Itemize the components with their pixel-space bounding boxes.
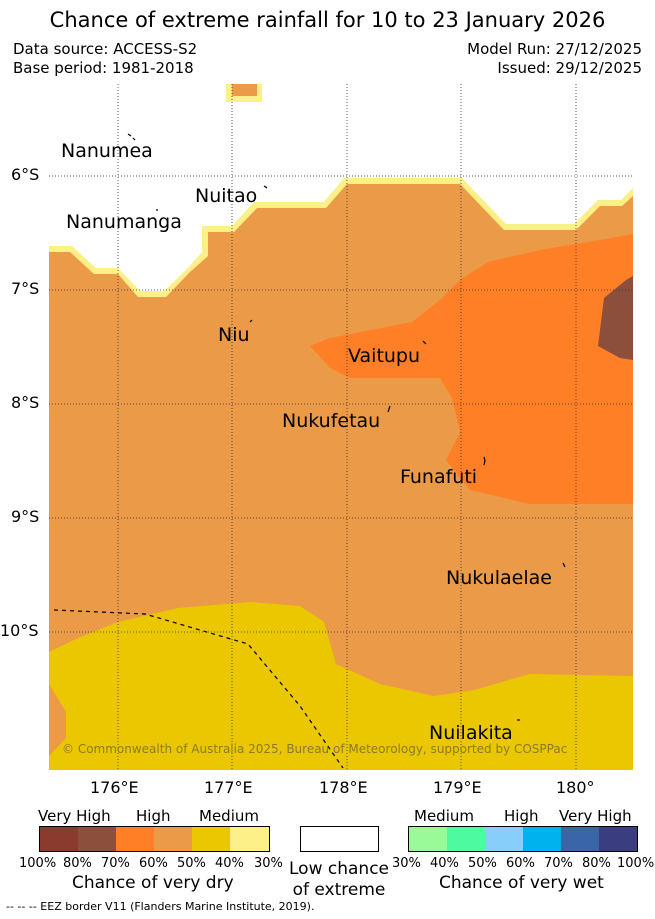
- lon-tick-label: 179°E: [433, 778, 482, 797]
- dry-level-label: High: [136, 807, 171, 825]
- dry-pct-label: 30%: [254, 856, 283, 871]
- dry-colorbar: [39, 826, 270, 852]
- top-orange-patch: [232, 84, 257, 96]
- nukufetau-island-mark: [387, 405, 391, 413]
- dry-pct-label: 50%: [177, 856, 206, 871]
- dry-swatch: [154, 827, 192, 851]
- wet-swatch: [561, 827, 599, 851]
- nuitao-island-mark: [263, 185, 268, 189]
- wet-colorbar: [408, 826, 638, 852]
- dry-pct-label: 40%: [215, 856, 244, 871]
- island-label: Nuilakita: [429, 722, 513, 744]
- dry-swatch: [40, 827, 78, 851]
- wet-legend-title: Chance of very wet: [439, 873, 604, 893]
- lon-tick-label: 180°: [556, 778, 595, 797]
- wet-level-label: High: [504, 807, 539, 825]
- wet-swatch: [485, 827, 523, 851]
- niu-island-mark: [249, 319, 253, 323]
- island-label: Nanumanga: [66, 211, 182, 233]
- low-chance-swatch: [300, 826, 379, 852]
- model-run-label: Model Run: 27/12/2025: [467, 40, 642, 58]
- dry-legend-title: Chance of very dry: [72, 873, 234, 893]
- low-chance-label-line2: of extreme: [292, 880, 386, 900]
- wet-pct-label: 60%: [506, 856, 535, 871]
- island-label: Nukulaelae: [446, 567, 552, 589]
- lon-tick-label: 176°E: [90, 778, 139, 797]
- wet-level-label: Very High: [559, 807, 632, 825]
- eez-border-note: -- -- -- EEZ border V11 (Flanders Marine…: [6, 900, 315, 913]
- lat-tick-label: 9°S: [11, 507, 40, 526]
- wet-swatch: [599, 827, 637, 851]
- island-label: Niu: [218, 324, 250, 346]
- wet-pct-label: 80%: [582, 856, 611, 871]
- island-label: Nukufetau: [282, 410, 381, 432]
- lon-tick-label: 178°E: [319, 778, 368, 797]
- medium-dry-west-notch: [49, 684, 66, 756]
- lat-tick-label: 8°S: [11, 393, 40, 412]
- very-high-dry-region: [598, 276, 633, 360]
- nanumea-island-mark: [127, 133, 136, 141]
- lat-tick-label: 6°S: [11, 165, 40, 184]
- lat-tick-label: 7°S: [11, 279, 40, 298]
- copyright-text: © Commonwealth of Australia 2025, Bureau…: [62, 742, 568, 756]
- wet-pct-label: 50%: [468, 856, 497, 871]
- vaitupu-island-mark: [422, 340, 427, 345]
- low-chance-label-line1: Low chance: [289, 859, 389, 879]
- wet-swatch: [409, 827, 447, 851]
- wet-pct-label: 100%: [617, 856, 655, 871]
- dry-pct-label: 100%: [19, 856, 57, 871]
- eez-border-line: [53, 609, 344, 769]
- dry-swatch: [78, 827, 116, 851]
- map-title: Chance of extreme rainfall for 10 to 23 …: [49, 8, 606, 32]
- lon-tick-label: 177°E: [204, 778, 253, 797]
- lat-tick-label: 10°S: [0, 621, 39, 640]
- dry-pct-label: 60%: [139, 856, 168, 871]
- dry-swatch: [192, 827, 230, 851]
- wet-pct-label: 30%: [392, 856, 421, 871]
- dry-level-label: Very High: [38, 807, 111, 825]
- dry-swatch: [230, 827, 269, 851]
- island-label: Funafuti: [400, 466, 478, 488]
- island-label: Nuitao: [195, 185, 258, 207]
- high-dry-60-70-region: [310, 234, 633, 504]
- wet-pct-label: 70%: [544, 856, 573, 871]
- island-label: Nanumea: [61, 140, 153, 162]
- dry-pct-label: 70%: [101, 856, 130, 871]
- wet-pct-label: 40%: [430, 856, 459, 871]
- medium-dry-region: [49, 602, 633, 770]
- dry-swatch: [116, 827, 154, 851]
- funafuti-island-mark: [483, 456, 486, 466]
- wet-swatch: [523, 827, 561, 851]
- nukulaelae-island-mark: [562, 562, 566, 568]
- wet-swatch: [447, 827, 485, 851]
- dry-pct-label: 80%: [63, 856, 92, 871]
- base-period-label: Base period: 1981-2018: [13, 59, 194, 77]
- island-label: Vaitupu: [348, 345, 421, 367]
- data-source-label: Data source: ACCESS-S2: [13, 40, 198, 58]
- dry-level-label: Medium: [199, 807, 259, 825]
- issued-label: Issued: 29/12/2025: [497, 59, 642, 77]
- wet-level-label: Medium: [414, 807, 474, 825]
